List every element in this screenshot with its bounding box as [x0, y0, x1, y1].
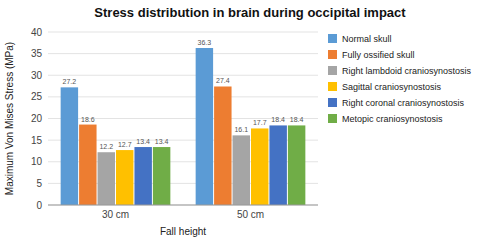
- grid-line: [48, 53, 318, 54]
- legend-label: Right lambdoid craniosynostosis: [342, 66, 472, 76]
- y-axis-label: Maximum Von Mises Stress (MPa): [4, 42, 15, 195]
- y-tick-label: 0: [36, 200, 42, 211]
- bar: [196, 48, 213, 205]
- bar: [153, 147, 170, 205]
- bar: [233, 135, 250, 205]
- data-label: 18.4: [271, 116, 285, 123]
- grid-line: [48, 205, 318, 206]
- grid-line: [48, 75, 318, 76]
- title: Stress distribution in brain during occi…: [94, 5, 406, 20]
- legend-label: Sagittal craniosynostosis: [342, 82, 442, 92]
- legend-label: Normal skull: [342, 34, 392, 44]
- legend-label: Metopic craniosynostosis: [342, 114, 443, 124]
- legend-swatch: [328, 82, 337, 91]
- grid-line: [48, 32, 318, 33]
- y-tick-label: 10: [31, 156, 43, 167]
- bar: [214, 86, 231, 205]
- bar: [134, 147, 151, 205]
- data-label: 12.7: [118, 141, 132, 148]
- bar: [269, 125, 286, 205]
- bar: [116, 150, 133, 205]
- bar: [251, 128, 268, 205]
- legend-label: Fully ossified skull: [342, 50, 415, 60]
- bars: [61, 48, 306, 205]
- y-tick-label: 30: [31, 70, 43, 81]
- bar: [288, 125, 305, 205]
- y-axis: 0 5 10 15 20 25 30 35 40: [31, 27, 318, 211]
- chart: 0 5 10 15 20 25 30 35 40 27.2 36.3 18.6 27.4 12.2 16.1…: [0, 0, 500, 250]
- data-label: 17.7: [253, 119, 267, 126]
- x-axis: 30 cm 50 cm: [48, 205, 318, 220]
- data-label: 27.2: [63, 78, 77, 85]
- bar: [98, 152, 115, 205]
- chart-container: 0 5 10 15 20 25 30 35 40 27.2 36.3 18.6 27.4 12.2 16.1…: [0, 0, 500, 250]
- data-label: 27.4: [216, 77, 230, 84]
- legend-swatch: [328, 34, 337, 43]
- y-tick-label: 20: [31, 113, 43, 124]
- data-label: 18.4: [290, 116, 304, 123]
- legend-label: Right coronal craniosynostosis: [342, 98, 465, 108]
- y-tick-label: 5: [36, 178, 42, 189]
- data-label: 13.4: [136, 138, 150, 145]
- data-label: 12.2: [99, 143, 113, 150]
- bar: [79, 125, 96, 205]
- x-tick-label: 50 cm: [237, 209, 264, 220]
- legend-swatch: [328, 66, 337, 75]
- y-tick-label: 35: [31, 48, 43, 59]
- data-labels: 27.2 36.3 18.6 27.4 12.2 16.1 12.7 17.7 13.4 18.4…: [63, 39, 304, 150]
- data-label: 18.6: [81, 116, 95, 123]
- y-tick-label: 40: [31, 27, 43, 38]
- legend-swatch: [328, 50, 337, 59]
- legend-swatch: [328, 98, 337, 107]
- y-tick-label: 15: [31, 135, 43, 146]
- legend-swatch: [328, 114, 337, 123]
- bar: [61, 87, 78, 205]
- data-label: 16.1: [234, 126, 248, 133]
- legend: Normal skull Fully ossified skull Right la…: [328, 34, 472, 124]
- x-axis-line: [48, 205, 318, 206]
- x-axis-label: Fall height: [160, 226, 206, 237]
- data-label: 13.4: [155, 138, 169, 145]
- x-tick-label: 30 cm: [102, 209, 129, 220]
- data-label: 36.3: [198, 39, 212, 46]
- y-tick-label: 25: [31, 91, 43, 102]
- grid-line: [48, 96, 318, 97]
